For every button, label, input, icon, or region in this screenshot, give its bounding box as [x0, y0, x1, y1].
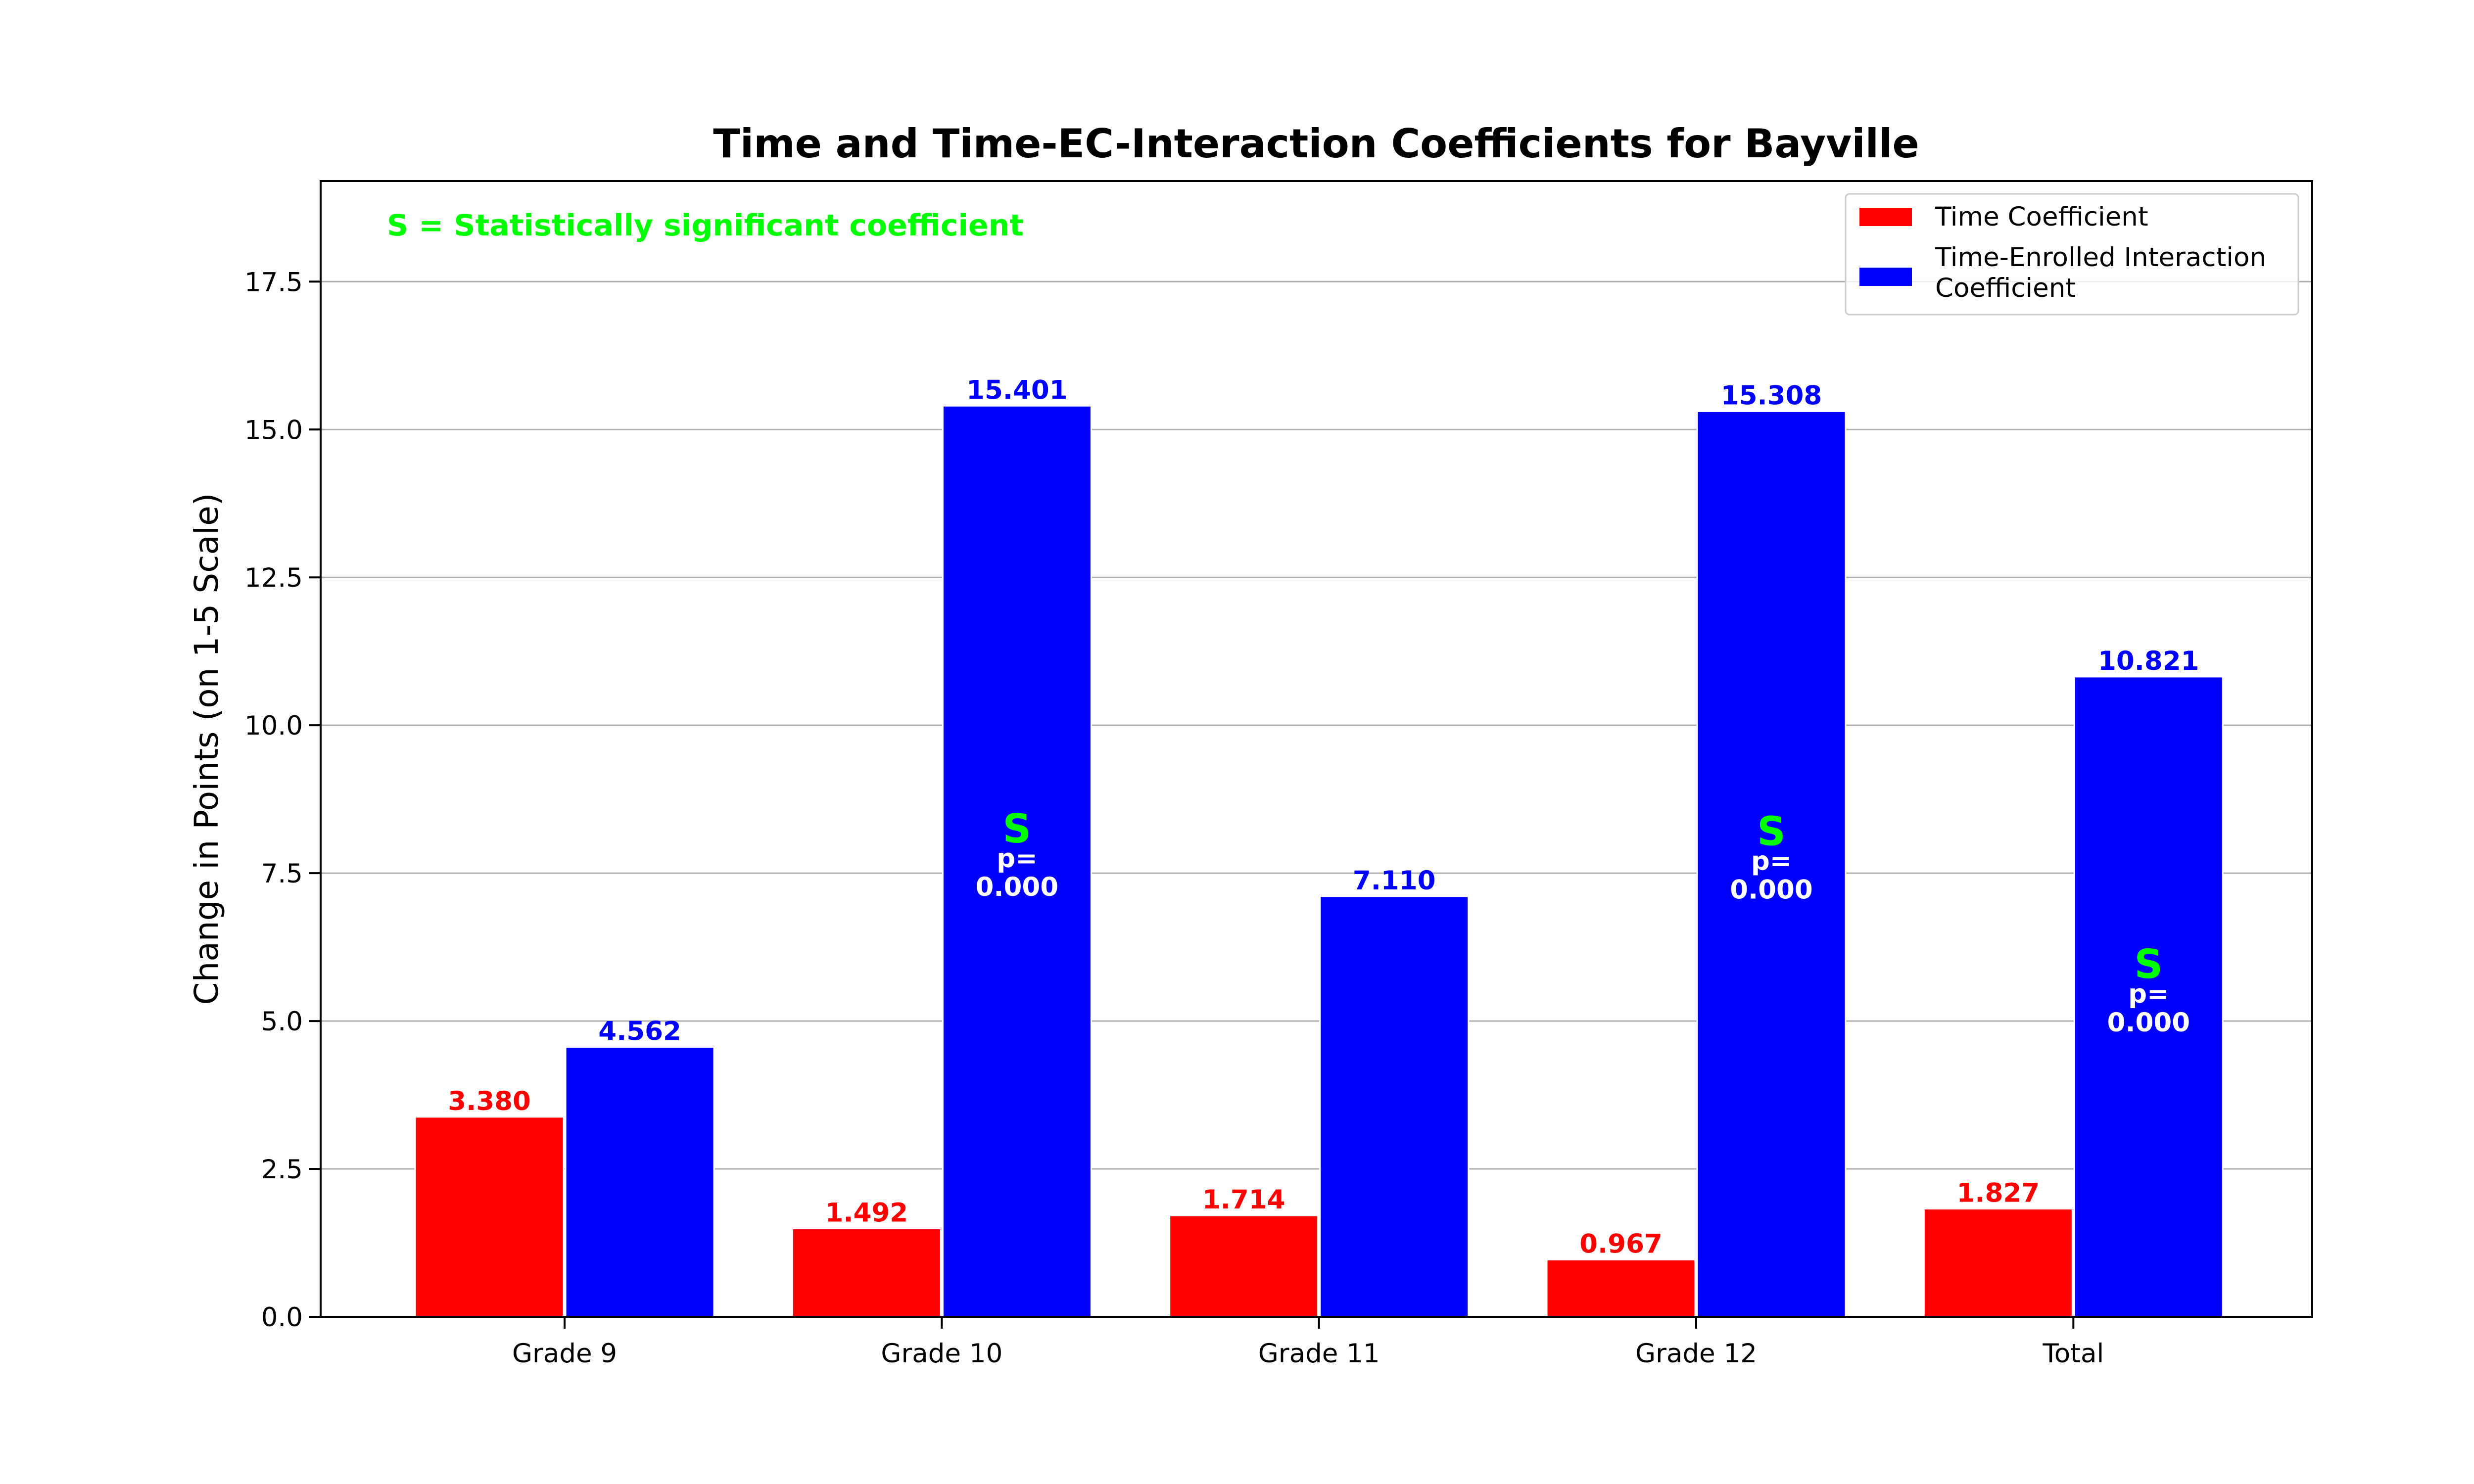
p-value-total: 0.000 — [2107, 1008, 2190, 1038]
bar-value-label-time-enrolled-interaction-coefficient-grade-10: 15.401 — [966, 375, 1068, 405]
bar-time-coefficient-total — [1923, 1208, 2073, 1318]
bar-time-coefficient-grade-9 — [414, 1116, 565, 1318]
y-tick-label-4: 10.0 — [244, 711, 303, 741]
p-value-grade-12: 0.000 — [1730, 875, 1813, 905]
legend-frame — [1845, 193, 2299, 316]
bar-value-label-time-enrolled-interaction-coefficient-grade-11: 7.110 — [1353, 866, 1436, 896]
x-axis: Grade 9 Grade 10 Grade 11 Grade 12 Total — [512, 1317, 2104, 1369]
y-axis: 0.0 2.5 5.0 7.5 10.0 12.5 15.0 17.5 — [244, 267, 321, 1333]
legend-label-interaction-line2: Coefficient — [1935, 273, 2076, 303]
y-tick-label-5: 12.5 — [244, 563, 303, 593]
x-tick-label-grade-9: Grade 9 — [512, 1339, 617, 1369]
gridlines — [321, 280, 2312, 1170]
p-label-grade-12: p= — [1751, 846, 1792, 877]
y-tick-label-7: 17.5 — [244, 267, 303, 297]
bar-time-coefficient-grade-12 — [1546, 1258, 1696, 1318]
bar-value-label-time-enrolled-interaction-coefficient-grade-9: 4.562 — [598, 1016, 681, 1046]
y-tick-label-2: 5.0 — [261, 1007, 303, 1037]
legend-swatch-interaction — [1859, 268, 1912, 286]
bar-time-coefficient-grade-11 — [1169, 1214, 1319, 1318]
bar-value-label-time-coefficient-grade-11: 1.714 — [1202, 1185, 1285, 1215]
chart-title: Time and Time-EC-Interaction Coefficient… — [713, 121, 1919, 167]
bar-value-label-time-coefficient-grade-12: 0.967 — [1579, 1229, 1663, 1259]
x-tick-label-grade-12: Grade 12 — [1635, 1339, 1757, 1369]
bar-time-enrolled-interaction-coefficient-total — [2073, 676, 2224, 1318]
significance-note: S = Statistically significant coefficien… — [387, 208, 1024, 243]
bar-value-labels: 3.380 4.562 1.492 15.401 1.714 7.110 0.967 15.3… — [448, 375, 2199, 1259]
significance-mark-grade-10: S — [1003, 806, 1032, 852]
bar-value-label-time-enrolled-interaction-coefficient-total: 10.821 — [2098, 646, 2199, 676]
significance-mark-grade-12: S — [1757, 809, 1786, 855]
y-tick-label-6: 15.0 — [244, 415, 303, 445]
y-tick-label-3: 7.5 — [261, 859, 303, 889]
x-tick-label-total: Total — [2042, 1339, 2104, 1369]
x-tick-label-grade-11: Grade 11 — [1258, 1339, 1380, 1369]
bars — [414, 405, 2224, 1318]
bar-time-coefficient-grade-10 — [791, 1228, 942, 1318]
x-tick-label-grade-10: Grade 10 — [881, 1339, 1002, 1369]
legend-label-interaction-line1: Time-Enrolled Interaction — [1935, 242, 2266, 273]
bar-value-label-time-coefficient-total: 1.827 — [1956, 1178, 2040, 1208]
p-label-grade-10: p= — [997, 843, 1037, 874]
legend-label-time: Time Coefficient — [1935, 202, 2148, 232]
y-axis-label: Change in Points (on 1-5 Scale) — [188, 493, 226, 1005]
significance-mark-total: S — [2134, 941, 2163, 987]
bar-time-enrolled-interaction-coefficient-grade-9 — [565, 1046, 715, 1318]
bar-value-label-time-coefficient-grade-10: 1.492 — [825, 1198, 908, 1228]
p-value-grade-10: 0.000 — [976, 872, 1059, 902]
p-label-total: p= — [2128, 979, 2169, 1009]
bar-time-enrolled-interaction-coefficient-grade-12 — [1696, 410, 1847, 1318]
legend-swatch-time — [1859, 208, 1912, 226]
bar-time-enrolled-interaction-coefficient-grade-11 — [1319, 895, 1470, 1318]
y-tick-label-1: 2.5 — [261, 1155, 303, 1185]
y-tick-label-0: 0.0 — [261, 1302, 303, 1333]
bar-value-label-time-coefficient-grade-9: 3.380 — [448, 1086, 531, 1116]
plot-area-frame — [320, 180, 2313, 1318]
legend: Time Coefficient Time-Enrolled Interacti… — [1845, 193, 2299, 316]
bar-value-label-time-enrolled-interaction-coefficient-grade-12: 15.308 — [1721, 380, 1822, 411]
